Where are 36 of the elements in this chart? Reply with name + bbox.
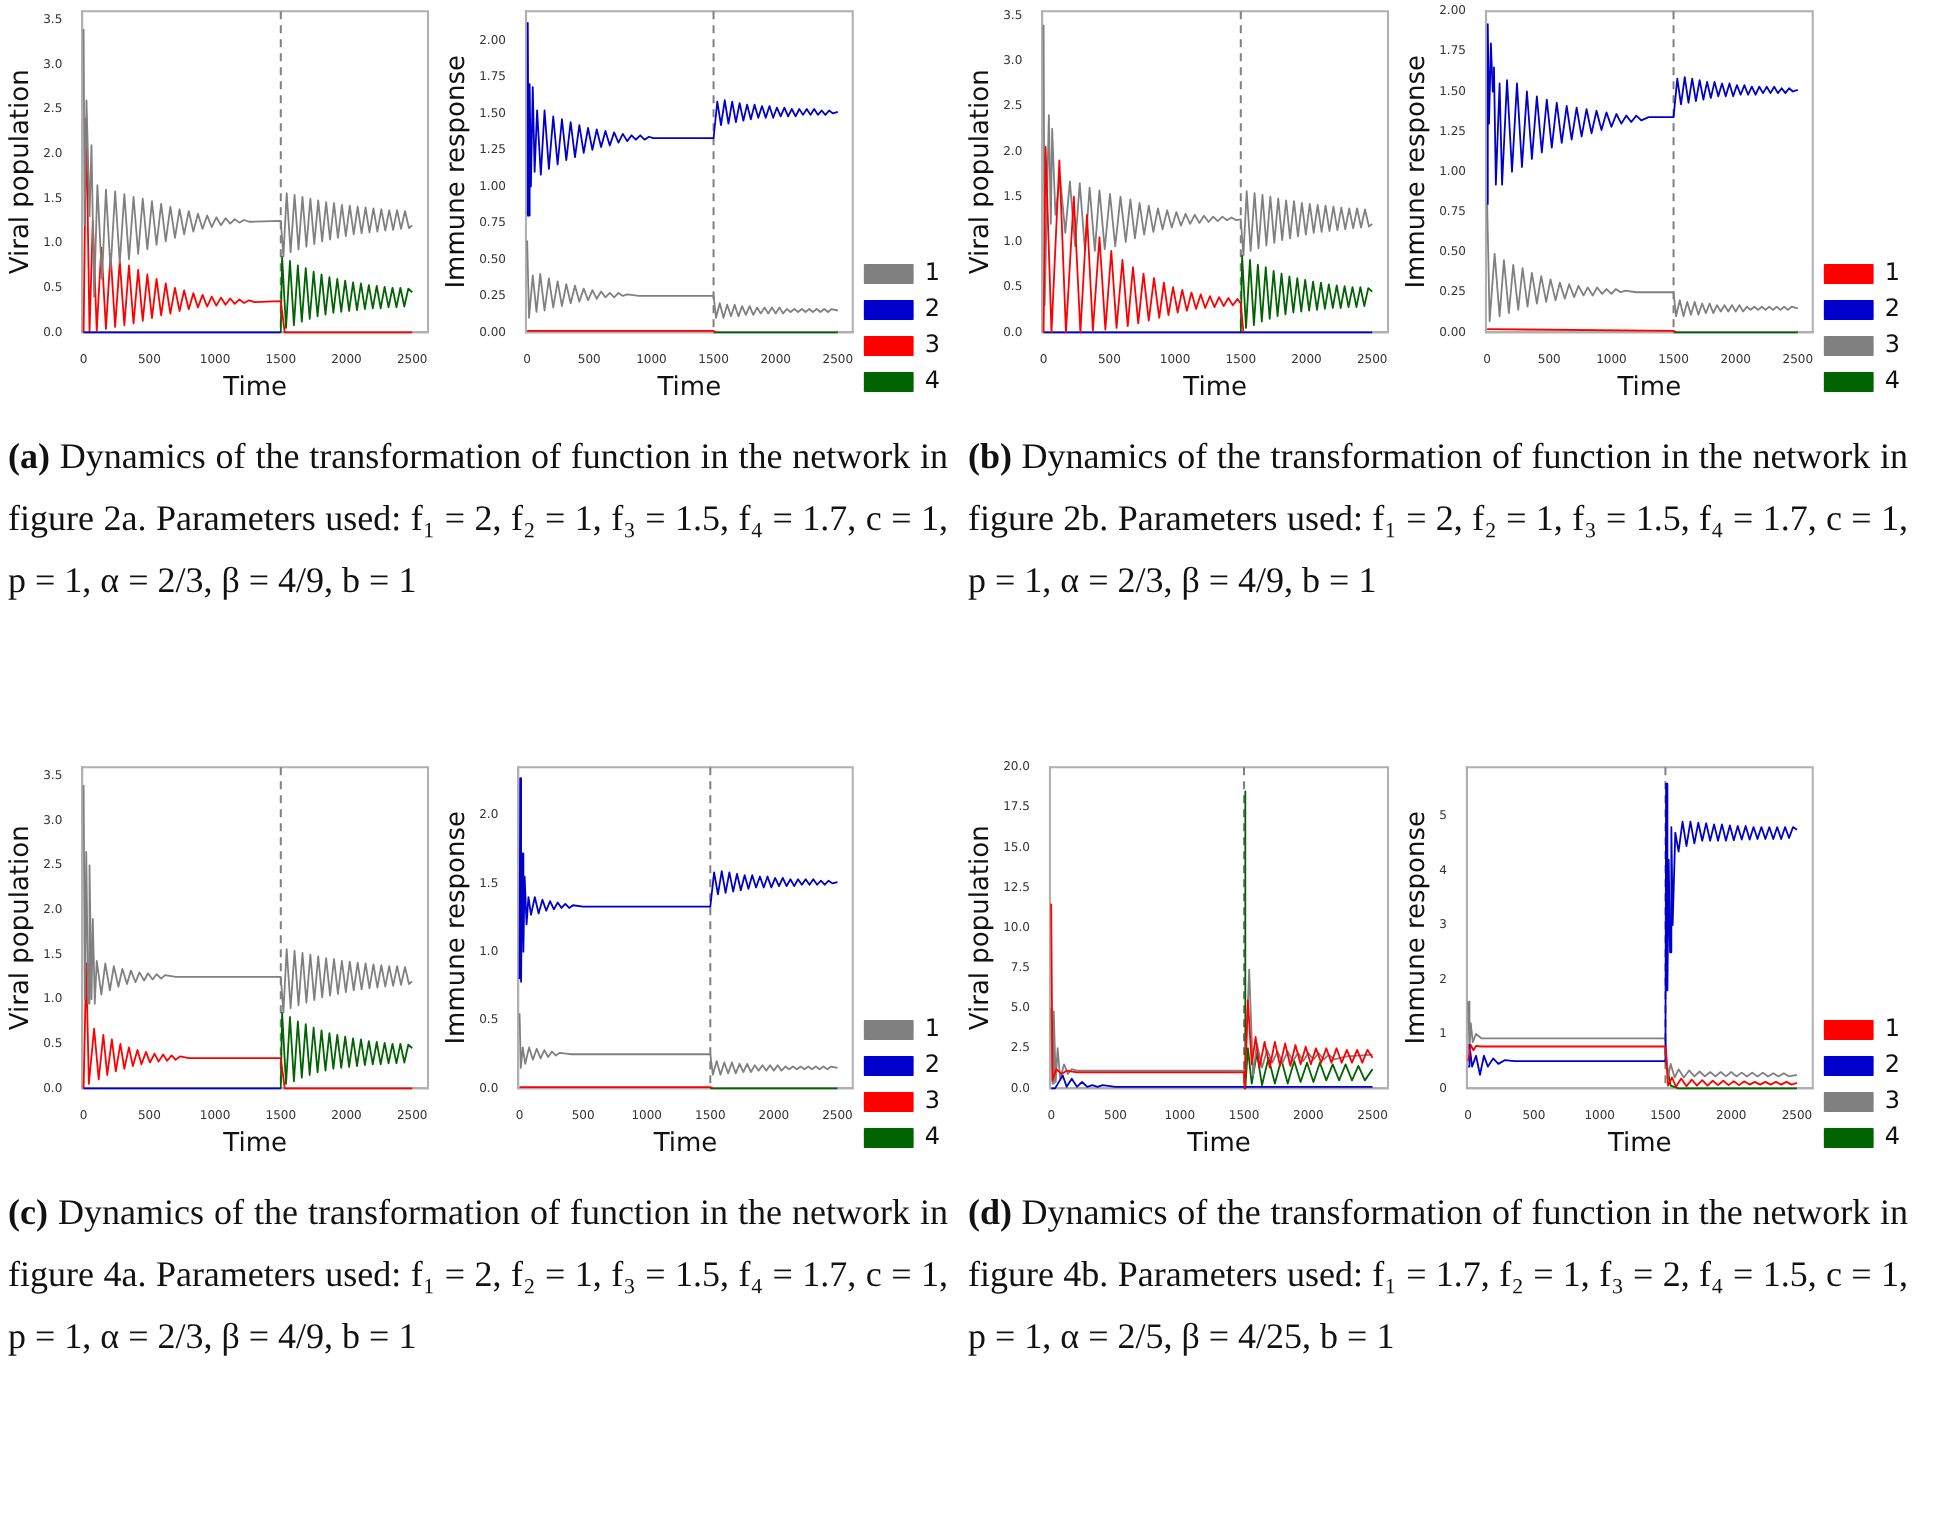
x-axis-title: Time (221, 373, 287, 404)
x-axis-title: Time (1181, 373, 1247, 404)
legend-label: 3 (1884, 330, 1901, 359)
x-axis-title: Time (1615, 373, 1682, 404)
x-axis-title: Time (1605, 1129, 1672, 1160)
legend-label: 4 (924, 366, 941, 395)
y-axis-title: Viral population (966, 825, 997, 1031)
legend-label: 1 (1884, 1014, 1901, 1043)
text: (a) Dynamics of the transformation of function in the network in figure 2a. Parameters used: f₁ = 2, f₂ = 1, f₃ = 1.5, f₄ = 1.7, c = 1, p = 1, α = 2/3, β = 4/9, b = 1 (8, 436, 948, 600)
legend-label: 1 (924, 258, 941, 287)
legend-label: 2 (924, 1050, 941, 1079)
x-axis-title: Time (651, 1129, 718, 1160)
y-axis-title: Viral population (6, 69, 37, 275)
legend-label: 2 (1884, 294, 1901, 323)
x-axis-title: Time (655, 373, 722, 404)
legend-label: 3 (924, 330, 941, 359)
y-axis-title: Viral population (6, 825, 37, 1031)
y-axis-title: Immune response (442, 810, 473, 1045)
legend-label: 4 (1884, 1122, 1901, 1151)
legend-label: 3 (1884, 1086, 1901, 1115)
y-axis-title: Immune response (442, 54, 473, 289)
legend-label: 4 (1884, 366, 1901, 395)
x-axis-title: Time (1185, 1129, 1251, 1160)
y-axis-title: Immune response (1402, 54, 1433, 289)
text: (c) Dynamics of the transformation of function in the network in figure 4a. Parameters used: f₁ = 2, f₂ = 1, f₃ = 1.5, f₄ = 1.7, c = 1, p = 1, α = 2/3, β = 4/9, b = 1 (8, 1192, 948, 1356)
text: (d) Dynamics of the transformation of function in the network in figure 4b. Parameters used: f₁ = 1.7, f₂ = 1, f₃ = 2, f₄ = 1.5, c = 1, p = 1, α = 2/5, β = 4/25, b = 1 (968, 1192, 1908, 1356)
x-axis-title: Time (221, 1129, 287, 1160)
legend-label: 3 (924, 1086, 941, 1115)
legend-label: 2 (1884, 1050, 1901, 1079)
legend-label: 4 (924, 1122, 941, 1151)
text: (b) Dynamics of the transformation of function in the network in figure 2b. Parameters used: f₁ = 2, f₂ = 1, f₃ = 1.5, f₄ = 1.7, c = 1, p = 1, α = 2/3, β = 4/9, b = 1 (968, 436, 1908, 600)
legend-label: 1 (1884, 258, 1901, 287)
y-axis-title: Viral population (966, 69, 997, 275)
legend-label: 1 (924, 1014, 941, 1043)
y-axis-title: Immune response (1402, 810, 1433, 1045)
legend-label: 2 (924, 294, 941, 323)
